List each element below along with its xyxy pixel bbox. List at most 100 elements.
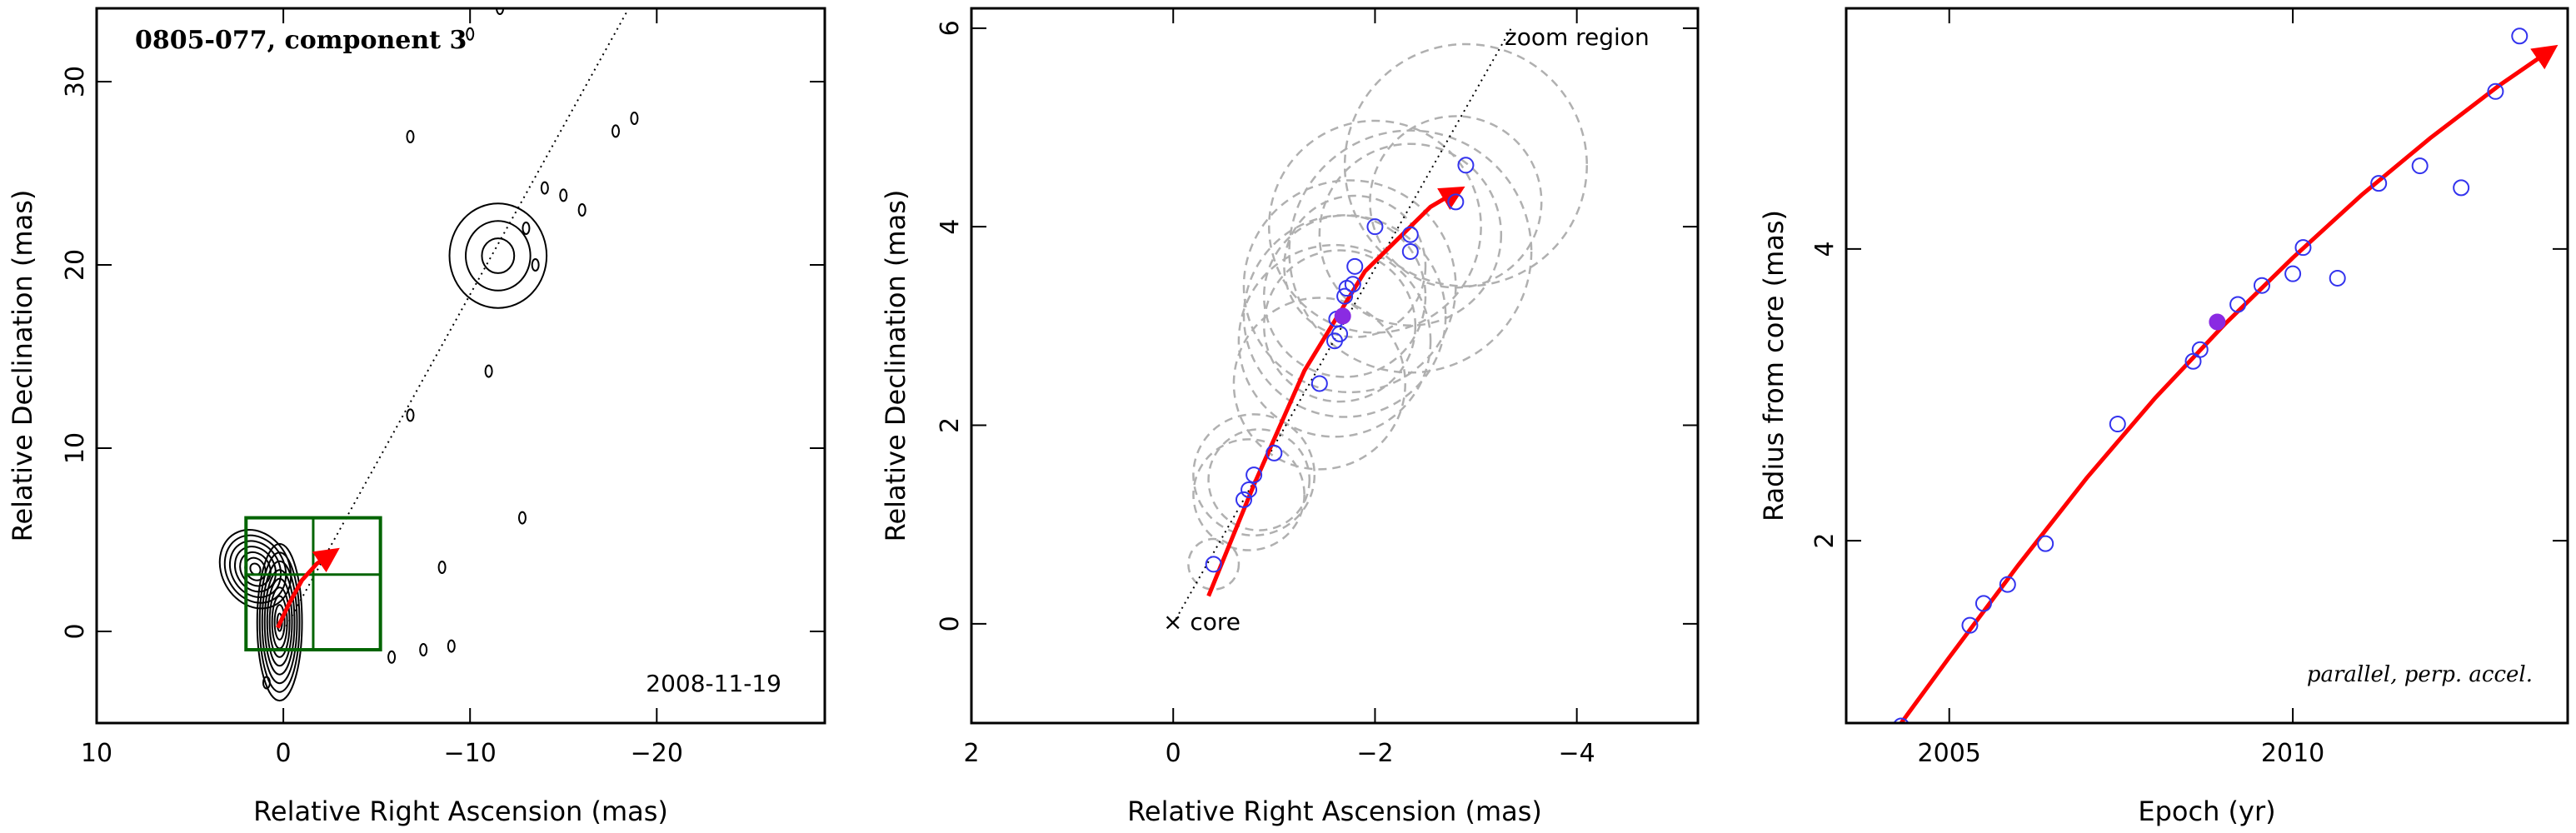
beam-size-circle [1187, 537, 1241, 591]
position-point [1447, 193, 1465, 211]
position-point [1246, 466, 1263, 484]
panel2-zoom-region-label: zoom region [1505, 23, 1650, 51]
beam-size-circle [1207, 428, 1311, 531]
position-point [1457, 157, 1475, 174]
highlighted-epoch-point [2209, 313, 2226, 331]
contour-blob [612, 124, 621, 138]
panel2-x-axis-label: Relative Right Ascension (mas) [1127, 796, 1542, 827]
radius-point [2037, 535, 2054, 552]
radius-point [2487, 82, 2504, 100]
contour-blob [540, 181, 549, 195]
beam-size-circle [1288, 129, 1533, 374]
contour-level [218, 528, 292, 610]
position-point [1205, 556, 1222, 573]
panel3-ticks: 2005 2010 2 4 [1810, 8, 2568, 768]
panel2-y-tick-label: 0 [936, 616, 965, 631]
trajectory-arrow [1206, 186, 1465, 597]
panel1-y-tick-label: 10 [61, 432, 90, 464]
contour-blob [419, 643, 428, 656]
panel1-frame [95, 7, 826, 725]
radius-point [2109, 416, 2126, 433]
beam-size-circle [1237, 243, 1432, 438]
panel2-x-tick-label: −2 [1356, 739, 1393, 768]
contour-level [234, 546, 277, 593]
panel2-y-tick-label: 4 [936, 219, 965, 235]
panel2-frame [970, 7, 1700, 725]
panel-contour-map: 10 0 −10 −20 0 10 20 30 0805-077, component 3 2… [7, 7, 826, 827]
beam-size-circle [1318, 142, 1503, 327]
beam-size-circle [1232, 297, 1406, 471]
contour-level [223, 534, 287, 604]
panel1-title: 0805-077, component 3 [135, 26, 467, 55]
panel3-data-layer [1893, 27, 2559, 723]
panel2-ticks: 2 0 −2 −4 0 2 4 6 [936, 8, 1698, 768]
radius-point [2411, 157, 2429, 175]
panel3-x-axis-label: Epoch (yr) [2138, 796, 2275, 827]
contour-blob [522, 222, 531, 235]
contour-blob [437, 561, 447, 574]
radius-point [2229, 296, 2247, 313]
panel3-y-tick-label: 2 [1810, 533, 1840, 549]
panel1-ticks: 10 0 −10 −20 0 10 20 30 [61, 8, 825, 768]
panel1-x-axis-label: Relative Right Ascension (mas) [253, 796, 668, 827]
panel1-x-tick-label: 10 [81, 739, 112, 768]
contour-blob [517, 511, 527, 525]
beam-size-circle [1192, 413, 1316, 537]
contour-blob [406, 408, 415, 422]
beam-size-circle [1263, 249, 1417, 403]
panel3-x-tick-label: 2005 [1918, 739, 1981, 768]
panel1-y-axis-label: Relative Declination (mas) [7, 190, 38, 542]
beam-size-circle [1283, 194, 1427, 338]
panel1-x-tick-label: −20 [631, 739, 683, 768]
radius-point [2511, 27, 2529, 45]
radius-point [2453, 179, 2470, 197]
beam-size-circle [1192, 438, 1305, 551]
beam-size-circle [1343, 42, 1588, 287]
contour-level [256, 542, 303, 702]
radius-point [2253, 277, 2270, 294]
contour-blob [577, 203, 587, 217]
panel3-frame [1845, 7, 2569, 725]
panel2-x-tick-label: 0 [1166, 739, 1181, 768]
contour-blob [387, 650, 397, 664]
contour-blob [262, 676, 271, 690]
contour-level [263, 569, 296, 676]
jet-axis-line [282, 8, 630, 632]
contour-level [228, 540, 282, 598]
radius-point [2294, 239, 2312, 257]
contour-level [448, 202, 548, 309]
panel3-annotation: parallel, perp. accel. [2307, 662, 2533, 687]
position-point [1241, 481, 1258, 498]
trajectory-arrow [276, 547, 340, 629]
radius-point [2191, 341, 2209, 358]
contour-level [465, 220, 532, 292]
beam-size-circle [1242, 214, 1447, 418]
panel1-y-tick-label: 20 [61, 249, 90, 281]
contour-blob [406, 130, 415, 143]
contour-level [239, 551, 272, 587]
beam-size-circle [1267, 119, 1482, 334]
radius-point [2329, 269, 2346, 287]
panel-radius-vs-epoch: 2005 2010 2 4 parallel, perp. accel. Epoch … [1758, 7, 2569, 827]
position-point [1366, 218, 1384, 236]
position-point [1401, 226, 1419, 243]
contour-blob [630, 112, 639, 125]
contour-blob [484, 364, 493, 378]
radius-point [1974, 595, 1992, 612]
contour-level [261, 560, 298, 685]
panel1-data-layer [218, 8, 639, 702]
contour-level [481, 237, 516, 274]
contour-level [273, 604, 286, 641]
panel2-y-tick-label: 2 [936, 417, 965, 433]
position-point [1266, 444, 1283, 461]
panel1-y-tick-label: 0 [61, 623, 90, 639]
radius-point [2284, 265, 2302, 282]
position-point [1336, 287, 1354, 305]
panel1-x-tick-label: 0 [276, 739, 292, 768]
contour-blob [466, 27, 475, 41]
contour-blob [531, 258, 540, 272]
position-point [1338, 280, 1355, 297]
panel1-date-label: 2008-11-19 [646, 670, 781, 697]
radius-point [1961, 616, 1979, 634]
